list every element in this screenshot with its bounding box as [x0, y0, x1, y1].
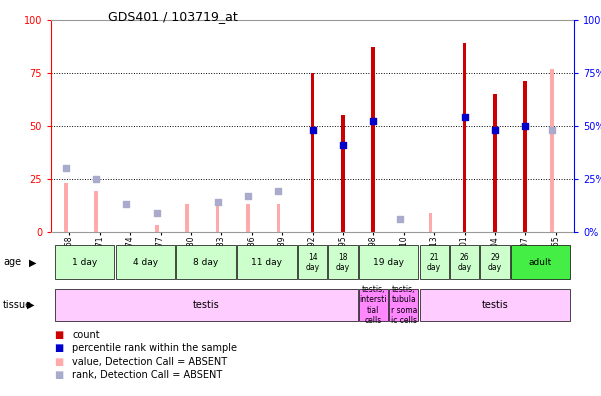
- Text: 1 day: 1 day: [72, 258, 97, 267]
- Bar: [94, 191, 98, 232]
- Text: 11 day: 11 day: [251, 258, 282, 267]
- Point: [368, 118, 378, 125]
- Text: ■: ■: [54, 370, 63, 380]
- Point: [460, 114, 469, 120]
- Text: GDS401 / 103719_at: GDS401 / 103719_at: [108, 10, 238, 23]
- Text: 4 day: 4 day: [133, 258, 158, 267]
- Bar: [480, 246, 510, 279]
- Point: [490, 127, 499, 133]
- Text: 26
day: 26 day: [457, 253, 472, 272]
- Text: 19 day: 19 day: [373, 258, 404, 267]
- Text: 14
day: 14 day: [305, 253, 320, 272]
- Point: [152, 209, 162, 216]
- Text: ■: ■: [54, 356, 63, 367]
- Text: ■: ■: [54, 343, 63, 353]
- Bar: [186, 204, 189, 232]
- Text: percentile rank within the sample: percentile rank within the sample: [72, 343, 237, 353]
- Text: rank, Detection Call = ABSENT: rank, Detection Call = ABSENT: [72, 370, 222, 380]
- Text: tissue: tissue: [3, 300, 32, 310]
- Text: ▶: ▶: [27, 300, 34, 310]
- Bar: [64, 183, 67, 232]
- Bar: [450, 246, 479, 279]
- Point: [308, 127, 317, 133]
- Bar: [341, 115, 345, 232]
- Bar: [216, 204, 219, 232]
- Text: testis: testis: [193, 300, 219, 310]
- Bar: [276, 204, 280, 232]
- Bar: [55, 289, 358, 321]
- Text: testis: testis: [481, 300, 508, 310]
- Bar: [359, 289, 388, 321]
- Text: ▶: ▶: [29, 257, 36, 267]
- Bar: [511, 246, 570, 279]
- Bar: [551, 69, 554, 232]
- Point: [91, 175, 101, 182]
- Bar: [371, 48, 375, 232]
- Text: 18
day: 18 day: [336, 253, 350, 272]
- Text: 8 day: 8 day: [194, 258, 219, 267]
- Bar: [419, 289, 570, 321]
- Bar: [429, 213, 432, 232]
- Bar: [419, 246, 449, 279]
- Text: count: count: [72, 329, 100, 340]
- Text: testis,
intersti
tial
cells: testis, intersti tial cells: [359, 285, 387, 325]
- Text: age: age: [3, 257, 21, 267]
- Bar: [115, 246, 175, 279]
- Point: [213, 199, 222, 205]
- Text: 29
day: 29 day: [488, 253, 502, 272]
- Point: [273, 188, 283, 194]
- Point: [243, 192, 253, 199]
- Text: ■: ■: [54, 329, 63, 340]
- Bar: [493, 94, 497, 232]
- Bar: [523, 81, 527, 232]
- Point: [548, 127, 557, 133]
- Bar: [237, 246, 297, 279]
- Bar: [389, 289, 418, 321]
- Bar: [463, 43, 466, 232]
- Point: [121, 201, 131, 207]
- Bar: [55, 246, 114, 279]
- Point: [395, 216, 405, 222]
- Bar: [311, 73, 314, 232]
- Text: adult: adult: [529, 258, 552, 267]
- Text: testis,
tubula
r soma
ic cells: testis, tubula r soma ic cells: [391, 285, 417, 325]
- Bar: [155, 225, 159, 232]
- Point: [61, 165, 70, 171]
- Bar: [298, 246, 327, 279]
- Point: [520, 123, 530, 129]
- Point: [338, 142, 348, 148]
- Bar: [359, 246, 418, 279]
- Bar: [246, 204, 250, 232]
- Bar: [176, 246, 236, 279]
- Text: value, Detection Call = ABSENT: value, Detection Call = ABSENT: [72, 356, 227, 367]
- Bar: [328, 246, 358, 279]
- Text: 21
day: 21 day: [427, 253, 441, 272]
